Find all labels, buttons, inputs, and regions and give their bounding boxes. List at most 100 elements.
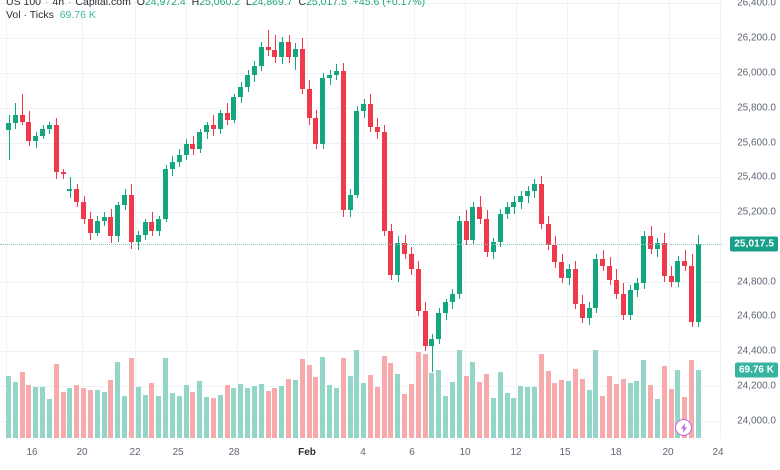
gridline-h (0, 212, 722, 213)
candle-wick (9, 114, 10, 160)
volume-bar (279, 386, 284, 438)
legend-interval[interactable]: 4h (52, 0, 65, 8)
candle-body (675, 260, 680, 282)
legend-source: Capital.com (75, 0, 131, 8)
lightning-bolt-icon[interactable] (675, 419, 692, 436)
volume-bar (477, 382, 482, 438)
legend-change-pct: (+0.17%) (382, 0, 426, 8)
volume-bar (238, 384, 243, 438)
candle-body (334, 71, 339, 75)
chart-plot-area[interactable] (0, 0, 722, 438)
candle-body (689, 265, 694, 322)
candle-body (634, 283, 639, 291)
volume-bar (47, 399, 52, 438)
candle-body (682, 260, 687, 266)
volume-bar (136, 387, 141, 438)
candle-body (88, 219, 93, 233)
volume-bar (300, 359, 305, 438)
candle-body (525, 191, 530, 197)
candle-body (600, 258, 605, 266)
volume-bar (498, 372, 503, 438)
volume-bar (163, 358, 168, 438)
candle-body (197, 132, 202, 150)
candle-body (573, 269, 578, 305)
candle-body (566, 269, 571, 279)
gridline-v (186, 0, 187, 438)
volume-bar (20, 372, 25, 438)
candle-body (272, 50, 277, 58)
candle-body (416, 269, 421, 312)
candle-body (648, 236, 653, 249)
price-axis-tick: 25,600.0 (737, 137, 776, 149)
volume-bar (33, 387, 38, 438)
candle-body (696, 243, 701, 322)
candle-body (115, 205, 120, 237)
candle-body (74, 189, 79, 202)
candle-body (559, 262, 564, 279)
volume-bar (539, 354, 544, 438)
candle-body (238, 86, 243, 98)
candle-body (102, 217, 107, 221)
volume-bar (388, 363, 393, 438)
gridline-v (82, 0, 83, 438)
time-axis[interactable]: 16 20 22 25 28 Feb 4 6 10 12 15 18 20 24 (0, 438, 780, 470)
volume-bar (190, 392, 195, 438)
legend-symbol-row[interactable]: US 100 · 4h · Capital.com O24,972.4 H25,… (6, 0, 425, 9)
gridline-v (307, 0, 308, 438)
candle-body (279, 41, 284, 58)
price-axis-tick: 25,200.0 (737, 206, 776, 218)
candle-body (511, 201, 516, 207)
price-axis[interactable]: 26,400.0 26,200.0 26,000.0 25,800.0 25,600.0… (722, 0, 780, 438)
time-axis-tick: 4 (360, 447, 366, 458)
legend-symbol[interactable]: US 100 (6, 0, 42, 8)
current-price-line (0, 244, 722, 245)
volume-bar (416, 352, 421, 438)
volume-bar (327, 385, 332, 438)
candle-body (266, 46, 271, 51)
gridline-v (465, 0, 466, 438)
price-axis-tick: 25,400.0 (737, 171, 776, 183)
candle-wick (432, 333, 433, 372)
volume-bar (102, 392, 107, 438)
price-axis-tick: 24,200.0 (737, 380, 776, 392)
legend-volume-label: Vol · Ticks (6, 9, 54, 21)
volume-bar (552, 383, 557, 438)
candle-body (395, 243, 400, 275)
legend-low-value: 24,869.7 (251, 0, 293, 8)
candle-body (443, 302, 448, 313)
time-axis-tick: Feb (298, 447, 316, 458)
volume-bar (628, 383, 633, 438)
gridline-h (0, 143, 722, 144)
candle-body (484, 219, 489, 253)
current-price-badge[interactable]: 25,017.5 (730, 236, 778, 252)
volume-value-badge[interactable]: 69.76 K (734, 362, 778, 378)
legend-open-value: 24,972.4 (144, 0, 186, 8)
candle-body (286, 41, 291, 58)
candle-wick (63, 168, 64, 180)
candle-body (156, 219, 161, 232)
volume-bar (245, 388, 250, 438)
candle-body (505, 206, 510, 214)
volume-bar (689, 360, 694, 438)
candle-body (593, 258, 598, 308)
volume-bar (156, 396, 161, 438)
volume-bar (655, 399, 660, 438)
candle-body (464, 220, 469, 240)
gridline-h (0, 316, 722, 317)
gridline-v (618, 0, 619, 438)
candle-body (662, 243, 667, 277)
candle-body (429, 338, 434, 346)
legend-volume-row[interactable]: Vol · Ticks 69.76 K (6, 9, 425, 22)
volume-bar (108, 380, 113, 438)
legend-open-label: O (136, 0, 145, 8)
candle-body (375, 126, 380, 133)
candle-body (54, 125, 59, 173)
volume-bar (464, 376, 469, 438)
volume-bar (272, 388, 277, 438)
gridline-h (0, 38, 722, 39)
legend-low-label: L (245, 0, 252, 8)
candle-body (245, 74, 250, 87)
volume-bar (470, 362, 475, 438)
time-axis-tick: 22 (129, 447, 141, 458)
